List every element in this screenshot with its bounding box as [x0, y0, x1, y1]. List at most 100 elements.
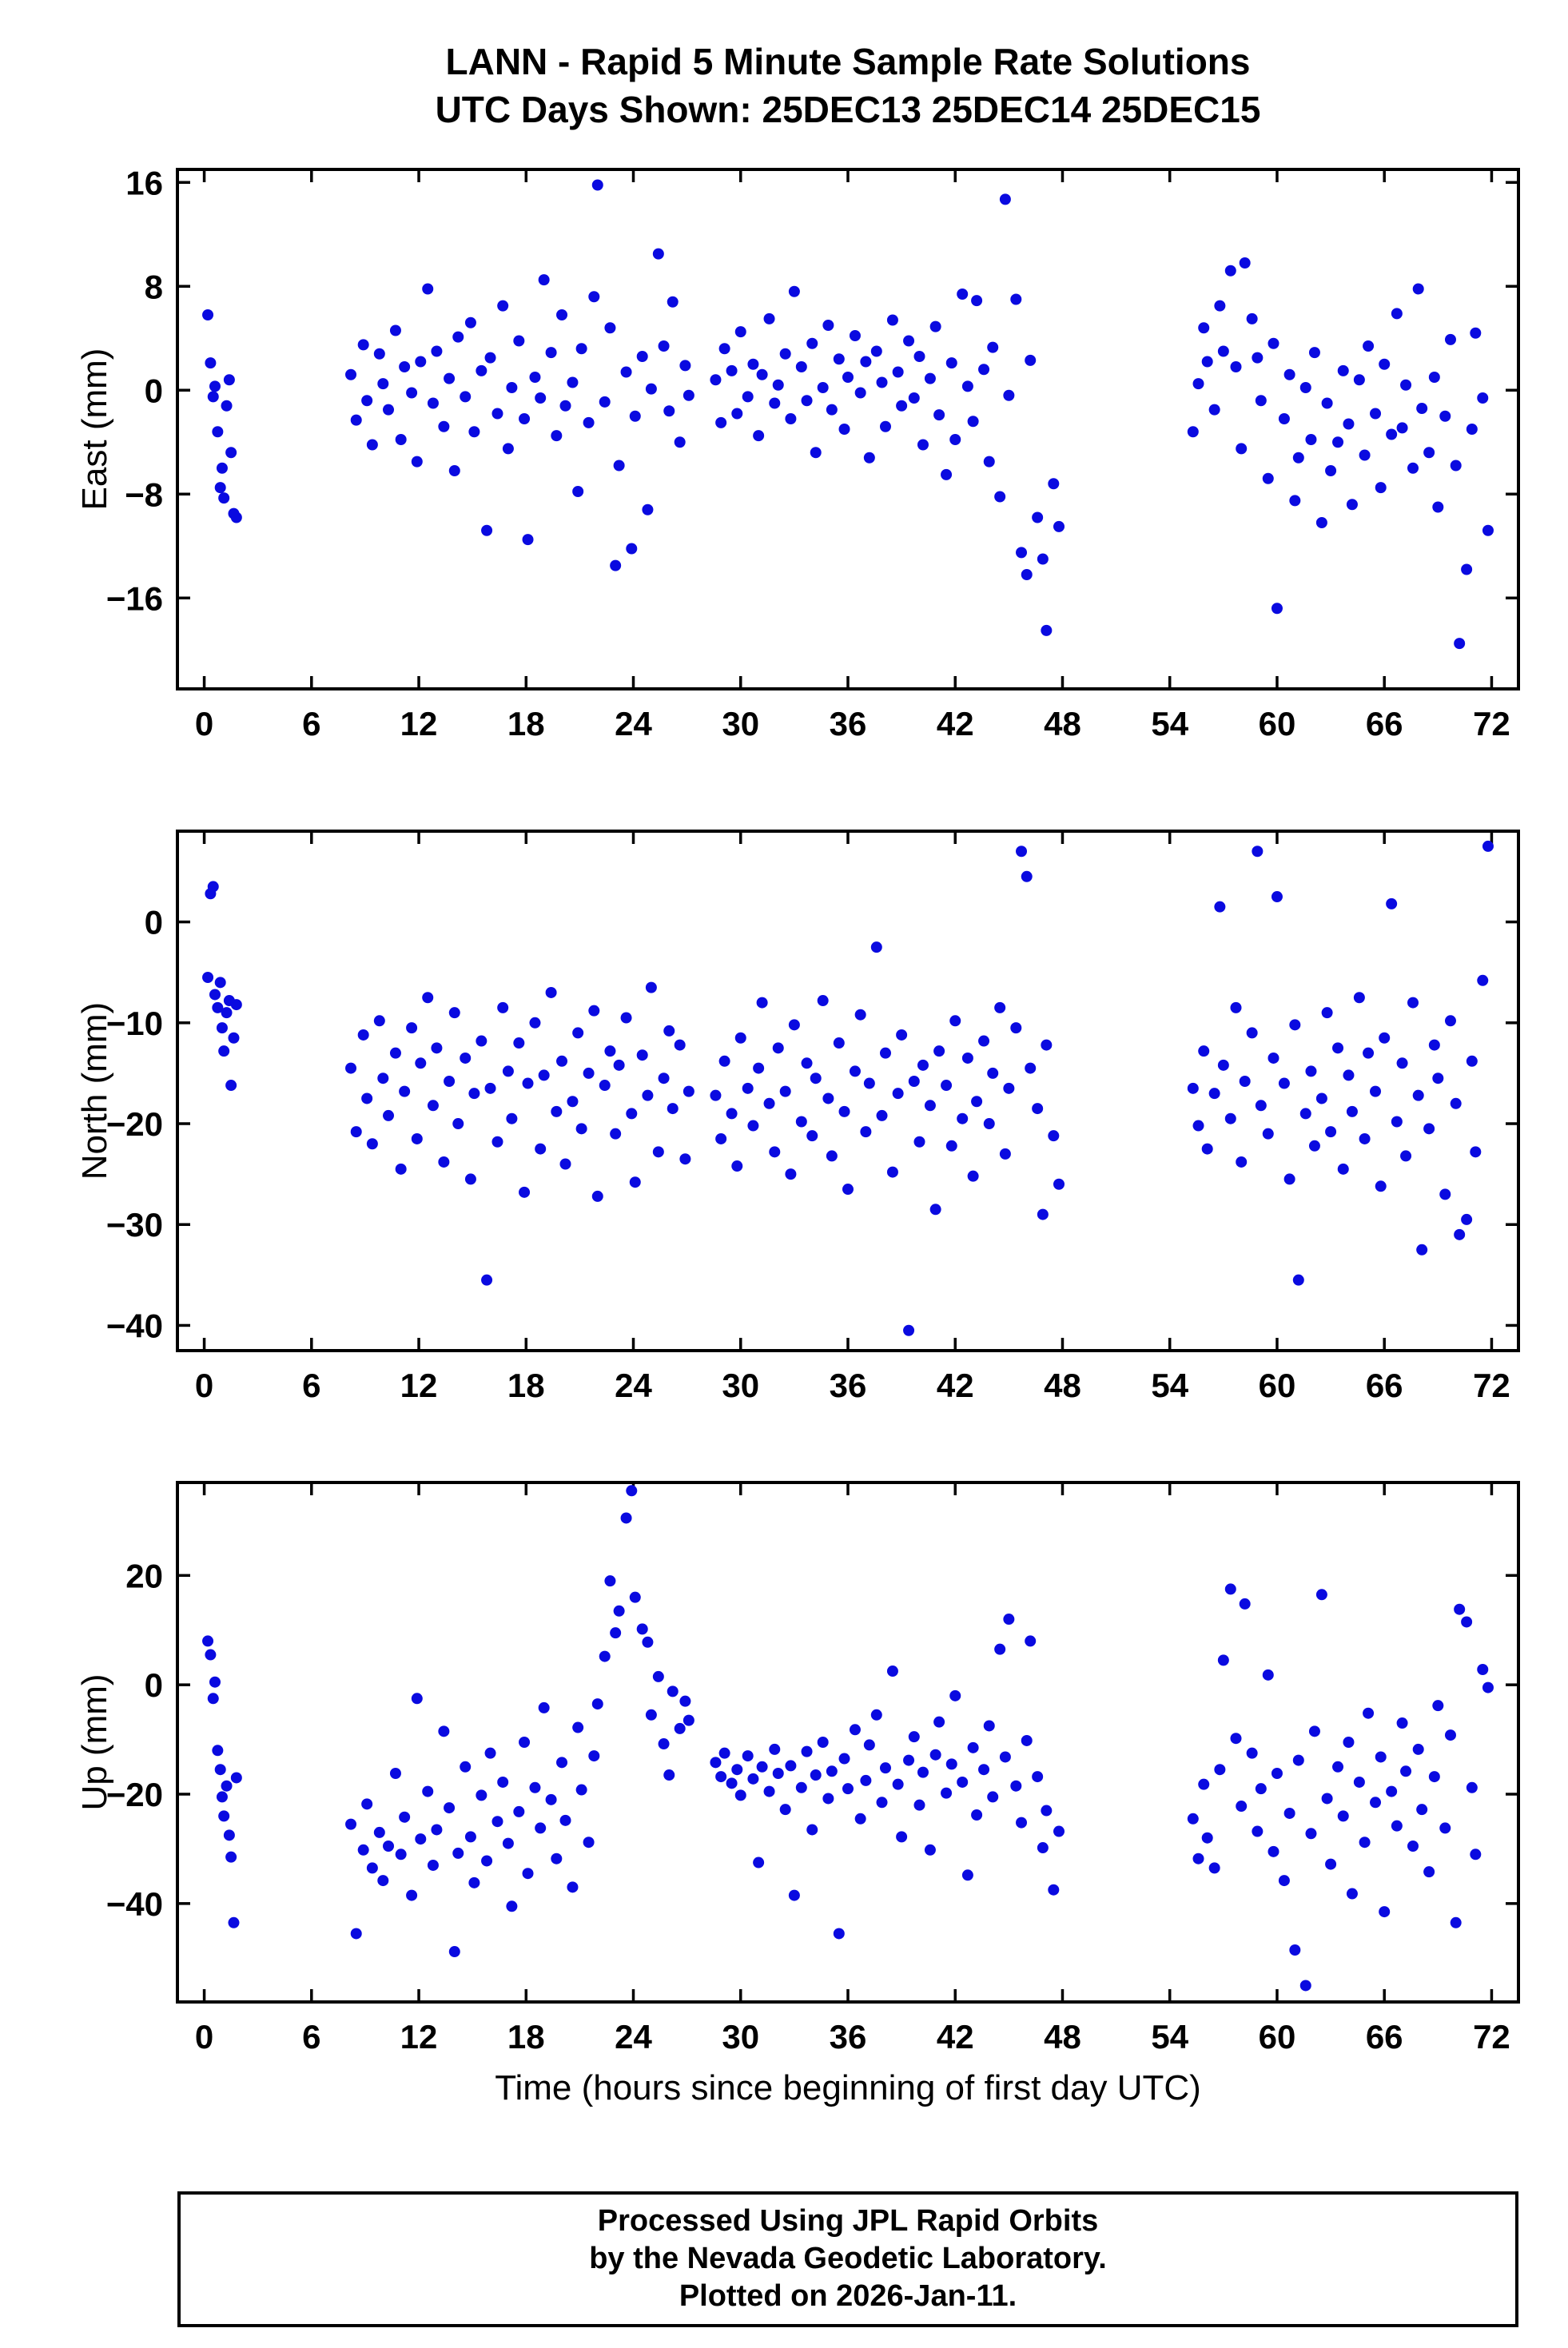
- x-tick-label: 72: [1473, 2018, 1510, 2055]
- data-point: [683, 1714, 694, 1726]
- data-point: [629, 1591, 641, 1603]
- x-tick-label: 60: [1259, 1367, 1296, 1404]
- data-point: [610, 559, 622, 571]
- data-point: [545, 986, 557, 998]
- data-point: [1321, 1007, 1333, 1019]
- data-point: [854, 1813, 866, 1825]
- data-point: [756, 368, 768, 380]
- data-point: [506, 1900, 518, 1912]
- data-point: [209, 989, 221, 1001]
- data-point: [715, 1771, 727, 1783]
- data-point: [484, 1747, 496, 1759]
- data-point: [1305, 1065, 1317, 1077]
- data-point: [1428, 372, 1440, 383]
- data-point: [683, 389, 694, 401]
- data-point: [610, 1128, 622, 1140]
- data-point: [822, 1793, 834, 1805]
- data-point: [1482, 840, 1494, 852]
- data-point: [1391, 1820, 1403, 1832]
- data-point: [1230, 1001, 1242, 1013]
- x-tick-label: 0: [195, 1367, 213, 1404]
- data-point: [460, 1761, 472, 1773]
- data-point: [1262, 1128, 1274, 1140]
- data-point: [361, 395, 373, 407]
- data-point: [427, 1859, 439, 1871]
- data-point: [1439, 1822, 1451, 1834]
- data-point: [519, 413, 531, 424]
- data-point: [422, 1785, 434, 1797]
- data-point: [849, 1724, 861, 1736]
- data-point: [1053, 520, 1065, 532]
- data-point: [886, 314, 898, 326]
- data-point: [591, 1698, 603, 1710]
- data-point: [1363, 1707, 1375, 1719]
- data-point: [1375, 1180, 1387, 1192]
- data-point: [1003, 1082, 1015, 1094]
- data-point: [545, 1793, 557, 1805]
- data-point: [214, 977, 226, 989]
- data-point: [854, 387, 866, 399]
- data-point: [949, 1015, 961, 1027]
- data-point: [1016, 547, 1028, 559]
- data-point: [1003, 1614, 1015, 1626]
- data-point: [452, 1118, 464, 1130]
- data-point: [1271, 891, 1283, 903]
- data-point: [551, 1853, 563, 1864]
- data-point: [999, 1751, 1011, 1763]
- chart-title-line1: LANN - Rapid 5 Minute Sample Rate Soluti…: [445, 41, 1251, 82]
- data-point: [1255, 395, 1267, 407]
- data-point: [431, 345, 443, 357]
- data-point: [1400, 379, 1412, 391]
- data-point: [1432, 1073, 1444, 1084]
- data-point: [1037, 553, 1049, 565]
- data-point: [1428, 1039, 1440, 1051]
- data-point: [810, 1769, 822, 1781]
- data-point: [1359, 1132, 1371, 1144]
- data-point: [415, 1833, 427, 1845]
- data-point: [1466, 1781, 1478, 1793]
- north-plot: 0 6 12 18 24 30 36 42 48 54 60 66 72 −40 −30 −20 −10 0: [106, 830, 1520, 1404]
- data-point: [1271, 603, 1283, 615]
- data-point: [849, 1065, 861, 1077]
- data-point: [983, 1720, 995, 1732]
- data-point: [1444, 333, 1456, 345]
- data-point: [941, 468, 953, 480]
- data-point: [444, 1802, 456, 1814]
- data-point: [924, 1844, 936, 1856]
- data-point: [833, 353, 845, 365]
- data-point: [663, 405, 675, 417]
- data-point: [1370, 1797, 1382, 1809]
- data-point: [209, 380, 221, 392]
- data-point: [484, 352, 496, 364]
- data-point: [785, 1168, 797, 1180]
- data-point: [1432, 501, 1444, 513]
- data-point: [1187, 426, 1199, 438]
- x-tick-label: 36: [830, 1367, 867, 1404]
- data-point: [1337, 1810, 1349, 1822]
- data-point: [1359, 449, 1371, 461]
- data-point: [1217, 345, 1229, 357]
- data-point: [626, 1108, 638, 1120]
- data-point: [1016, 846, 1028, 858]
- data-point: [218, 492, 230, 504]
- data-point: [1370, 408, 1382, 420]
- data-point: [1454, 1603, 1466, 1615]
- data-point: [863, 1739, 875, 1751]
- data-point: [1470, 1146, 1482, 1158]
- data-point: [350, 1928, 362, 1940]
- data-point: [1353, 374, 1365, 386]
- data-point: [464, 1173, 476, 1185]
- data-point: [667, 1103, 679, 1115]
- data-point: [629, 1176, 641, 1188]
- data-point: [917, 439, 929, 451]
- data-point: [1230, 1733, 1242, 1745]
- data-point: [1363, 340, 1375, 352]
- data-point: [613, 1605, 625, 1617]
- data-point: [886, 1665, 898, 1677]
- data-point: [366, 1138, 378, 1150]
- data-point: [345, 1062, 357, 1074]
- data-point: [949, 1689, 961, 1701]
- east-plot: 0 6 12 18 24 30 36 42 48 54 60 66 72 −16 −8 0 8 16: [106, 164, 1520, 742]
- data-point: [1450, 460, 1462, 472]
- data-point: [908, 1076, 920, 1088]
